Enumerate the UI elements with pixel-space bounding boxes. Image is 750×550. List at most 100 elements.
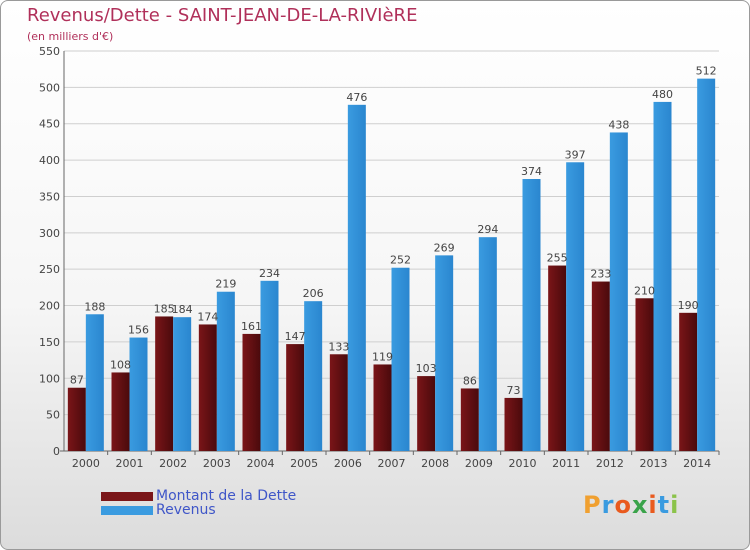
bar-dette bbox=[242, 333, 261, 451]
x-tick-label: 2005 bbox=[290, 457, 318, 470]
x-tick-label: 2009 bbox=[465, 457, 493, 470]
bar-revenus bbox=[173, 317, 192, 451]
legend-item-dette: Montant de la Dette bbox=[101, 488, 296, 504]
y-tick-label: 400 bbox=[39, 154, 60, 167]
x-tick-label: 2011 bbox=[552, 457, 580, 470]
bar-dette bbox=[635, 298, 654, 451]
bar-revenus bbox=[478, 237, 497, 451]
bar-dette bbox=[460, 388, 479, 451]
legend-swatch-revenus bbox=[101, 505, 153, 515]
bar-revenus bbox=[653, 101, 672, 451]
bar-dette bbox=[155, 316, 174, 451]
data-label-revenus: 512 bbox=[696, 65, 717, 78]
data-label-dette: 161 bbox=[241, 320, 262, 333]
data-label-dette: 147 bbox=[285, 330, 306, 343]
data-label-revenus: 480 bbox=[652, 88, 673, 101]
data-label-dette: 87 bbox=[70, 374, 84, 387]
axis-layer: 0 50 100 150 200 250 300 350 400 450 500 550 2000 200… bbox=[39, 45, 720, 470]
x-tick-label: 2001 bbox=[116, 457, 144, 470]
data-label-dette: 255 bbox=[547, 252, 568, 265]
bar-revenus bbox=[304, 301, 323, 451]
data-label-revenus: 234 bbox=[259, 267, 280, 280]
x-tick-label: 2010 bbox=[509, 457, 537, 470]
data-label-dette: 86 bbox=[463, 374, 477, 387]
proxiti-logo: Proxiti bbox=[583, 491, 679, 519]
x-tick-label: 2003 bbox=[203, 457, 231, 470]
bar-dette bbox=[286, 344, 305, 451]
x-tick-label: 2013 bbox=[640, 457, 668, 470]
x-tick-label: 2002 bbox=[159, 457, 187, 470]
bar-revenus bbox=[566, 162, 585, 452]
x-tick-label: 2014 bbox=[683, 457, 711, 470]
data-label-revenus: 252 bbox=[390, 254, 411, 267]
bar-dette bbox=[679, 312, 698, 451]
bar-revenus bbox=[609, 132, 628, 452]
bar-revenus bbox=[697, 78, 716, 452]
x-tick-label: 2004 bbox=[247, 457, 275, 470]
logo-letter: o bbox=[614, 491, 632, 519]
x-tick-label: 2006 bbox=[334, 457, 362, 470]
chart-title: Revenus/Dette - SAINT-JEAN-DE-LA-RIVIèRE bbox=[27, 5, 418, 26]
data-label-dette: 190 bbox=[678, 299, 699, 312]
bar-dette bbox=[504, 397, 523, 451]
bar-dette bbox=[373, 364, 392, 451]
bar-revenus bbox=[391, 267, 410, 451]
data-label-revenus: 156 bbox=[128, 324, 149, 337]
data-label-revenus: 188 bbox=[84, 300, 105, 313]
bar-layer bbox=[67, 78, 716, 452]
bar-revenus bbox=[522, 179, 541, 451]
bar-dette bbox=[198, 324, 217, 451]
y-tick-label: 50 bbox=[46, 409, 60, 422]
data-label-dette: 233 bbox=[590, 268, 611, 281]
bar-revenus bbox=[260, 280, 279, 451]
bar-revenus bbox=[435, 255, 454, 451]
x-tick-label: 2000 bbox=[72, 457, 100, 470]
y-tick-label: 500 bbox=[39, 81, 60, 94]
data-label-revenus: 397 bbox=[565, 148, 586, 161]
legend-item-revenus: Revenus bbox=[101, 502, 216, 518]
x-tick-label: 2007 bbox=[378, 457, 406, 470]
logo-letter: i bbox=[648, 491, 658, 519]
logo-letter: i bbox=[670, 491, 680, 519]
data-label-dette: 185 bbox=[154, 302, 175, 315]
y-tick-label: 350 bbox=[39, 190, 60, 203]
chart-subtitle: (en milliers d'€) bbox=[27, 30, 114, 43]
logo-letter: r bbox=[601, 491, 615, 519]
data-label-revenus: 294 bbox=[477, 223, 498, 236]
y-tick-label: 450 bbox=[39, 118, 60, 131]
data-label-dette: 119 bbox=[372, 350, 393, 363]
data-label-dette: 103 bbox=[416, 362, 437, 375]
y-tick-label: 300 bbox=[39, 227, 60, 240]
data-label-revenus: 374 bbox=[521, 165, 542, 178]
logo-letter: P bbox=[583, 491, 602, 519]
y-tick-label: 200 bbox=[39, 300, 60, 313]
bar-revenus bbox=[129, 337, 148, 451]
bar-revenus bbox=[85, 314, 104, 451]
data-label-dette: 174 bbox=[197, 310, 218, 323]
bar-revenus bbox=[216, 291, 235, 451]
data-label-dette: 108 bbox=[110, 358, 131, 371]
logo-letter: t bbox=[657, 491, 671, 519]
x-tick-label: 2012 bbox=[596, 457, 624, 470]
y-tick-label: 100 bbox=[39, 372, 60, 385]
x-tick-label: 2008 bbox=[421, 457, 449, 470]
bar-dette bbox=[111, 372, 130, 451]
data-label-revenus: 476 bbox=[346, 91, 367, 104]
data-label-revenus: 438 bbox=[608, 118, 629, 131]
y-tick-label: 150 bbox=[39, 336, 60, 349]
data-label-revenus: 269 bbox=[434, 241, 455, 254]
data-label-revenus: 184 bbox=[172, 303, 193, 316]
data-label-revenus: 206 bbox=[303, 287, 324, 300]
bar-revenus bbox=[347, 104, 366, 452]
data-label-dette: 210 bbox=[634, 284, 655, 297]
bar-dette bbox=[548, 265, 567, 451]
data-label-dette: 73 bbox=[507, 384, 521, 397]
bar-dette bbox=[329, 354, 348, 451]
data-label-revenus: 219 bbox=[215, 278, 236, 291]
bar-dette bbox=[67, 387, 86, 451]
y-tick-label: 550 bbox=[39, 45, 60, 58]
legend-swatch-dette bbox=[101, 491, 153, 501]
